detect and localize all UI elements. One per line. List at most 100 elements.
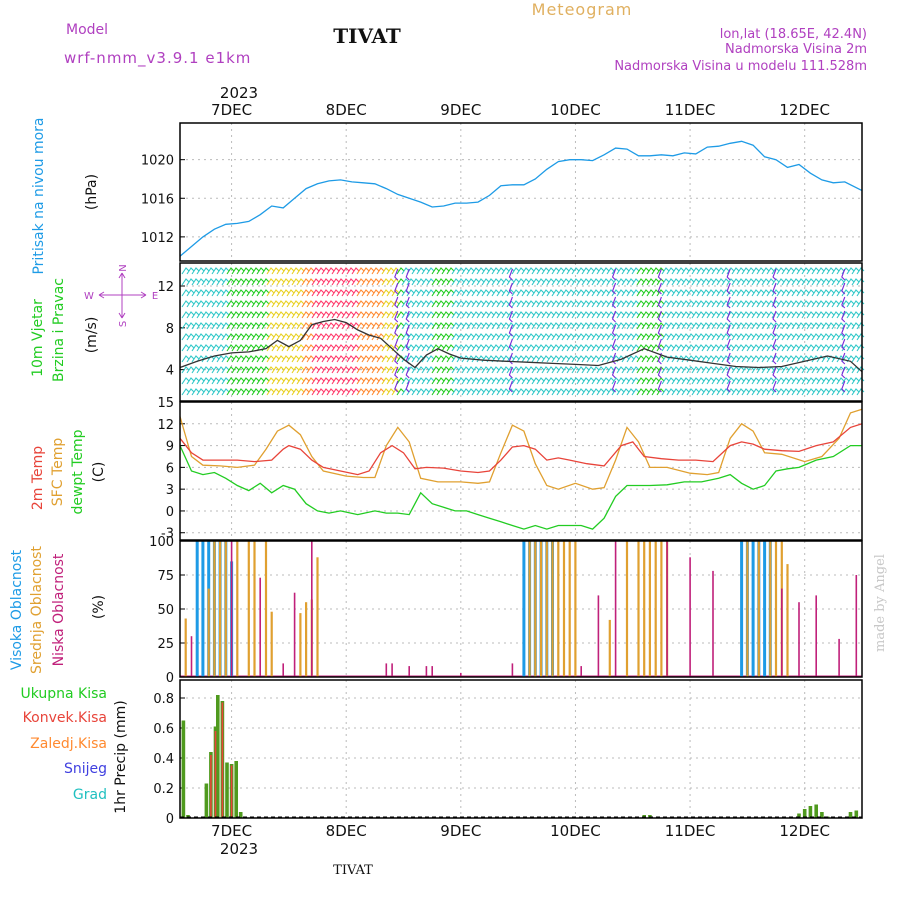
wind-barb [576, 267, 585, 275]
wind-barb [691, 366, 700, 374]
wind-barb [221, 267, 230, 275]
wind-barb [851, 311, 860, 319]
wind-barb [851, 322, 860, 330]
wind-barb [711, 289, 720, 297]
wind-barb [626, 322, 635, 330]
wind-barb [676, 344, 685, 352]
wind-barb [556, 322, 565, 330]
wind-barb [191, 267, 200, 275]
wind-barb [806, 267, 815, 275]
wind-barb [206, 388, 215, 396]
wind-barb [246, 278, 255, 286]
wind-barb [856, 333, 865, 341]
wind-barb [626, 300, 635, 308]
wind-barb [371, 289, 380, 297]
wind-barb [236, 289, 245, 297]
wind-barb [741, 322, 750, 330]
wind-barb [551, 300, 560, 308]
wind-barb [396, 333, 405, 341]
wind-barb [721, 344, 730, 352]
wind-barb [561, 366, 570, 374]
wind-speed-line [179, 318, 863, 373]
wind-barb [191, 278, 200, 286]
wind-barb [701, 377, 710, 385]
wind-barb [546, 278, 555, 286]
wind-barb [491, 289, 500, 297]
wind-barb [481, 388, 490, 396]
wind-barb [601, 344, 610, 352]
wind-barb [696, 377, 705, 385]
wind-barb [611, 366, 617, 379]
wind-barb [321, 289, 330, 297]
total-rain-bar [848, 812, 853, 818]
wind-barb [521, 344, 530, 352]
wind-barb [631, 289, 640, 297]
wind-ylabel-2: Brzina i Pravac [51, 278, 67, 382]
wind-barb [611, 388, 620, 396]
wind-barb [231, 344, 240, 352]
wind-barb [476, 333, 485, 341]
wind-barb [706, 311, 715, 319]
wind-barb [531, 366, 540, 374]
wind-barb [271, 300, 280, 308]
wind-barb [271, 355, 280, 363]
wind-barb [746, 322, 755, 330]
wind-barb [256, 388, 265, 396]
wind-barb [796, 300, 805, 308]
wind-barb [826, 322, 835, 330]
wind-barb [601, 377, 610, 385]
wind-barb [761, 344, 770, 352]
wind-barb [521, 388, 530, 396]
wind-barb [431, 311, 440, 319]
wind-barb [776, 355, 785, 363]
wind-barb [536, 355, 545, 363]
wind-barb [761, 355, 770, 363]
wind-barb [611, 296, 617, 309]
wind-barb [686, 377, 695, 385]
wind-barb [261, 289, 270, 297]
wind-barb [641, 289, 650, 297]
wind-barb [651, 333, 660, 341]
wind-barb [391, 278, 400, 286]
wind-barb [376, 300, 385, 308]
wind-barb [721, 267, 730, 275]
wind-barb [551, 322, 560, 330]
wind-barb [291, 344, 300, 352]
mid-cloud-bar [643, 541, 646, 677]
wind-barb [206, 366, 215, 374]
wind-barb [766, 322, 775, 330]
wind-barb [496, 267, 505, 275]
wind-barb [451, 366, 460, 374]
wind-barb [361, 289, 370, 297]
wind-barb [576, 366, 585, 374]
wind-barb [621, 289, 630, 297]
wind-barb [841, 282, 846, 295]
wind-barb [536, 278, 545, 286]
high-cloud-bar [751, 541, 755, 677]
wind-barb [756, 278, 765, 286]
wind-barb [436, 267, 445, 275]
wind-barb [256, 377, 265, 385]
wind-barb [531, 344, 540, 352]
top-day-label: 10DEC [550, 101, 601, 119]
wind-barb [657, 324, 662, 337]
wind-barb [711, 322, 720, 330]
wind-barb [581, 289, 590, 297]
wind-barb [326, 278, 335, 286]
wind-barb [831, 278, 840, 286]
wind-barb [657, 296, 662, 309]
wind-barb [221, 366, 230, 374]
wind-barb [336, 322, 345, 330]
wind-barb [361, 388, 370, 396]
wind-barb [326, 300, 335, 308]
wind-barb [221, 377, 230, 385]
wind-barb [641, 333, 650, 341]
total-rain-bar [808, 806, 813, 818]
wind-barb [491, 322, 500, 330]
wind-barb [281, 333, 290, 341]
wind-barb [701, 300, 710, 308]
wind-barb [846, 300, 855, 308]
wind-barb [536, 333, 545, 341]
wind-barb [601, 333, 610, 341]
wind-barb [306, 267, 315, 275]
